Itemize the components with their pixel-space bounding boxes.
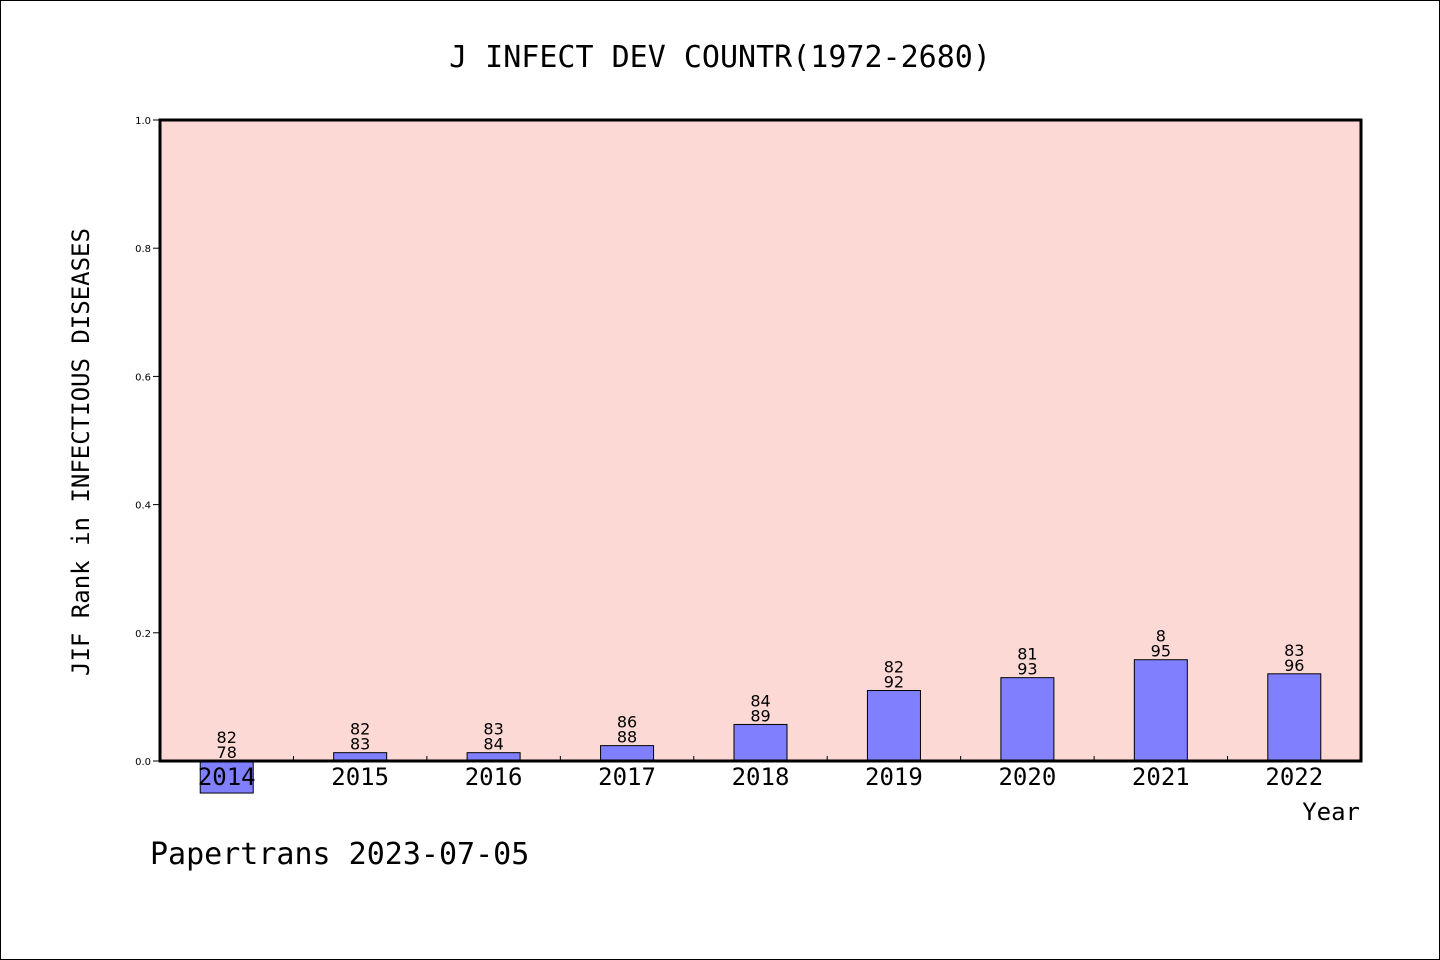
bar — [1000, 677, 1055, 762]
x-tick-label: 2020 — [998, 763, 1056, 791]
bar-label-upper: 8 — [1156, 627, 1166, 646]
bar-label-upper: 82 — [884, 657, 904, 676]
plot-area — [160, 120, 1361, 761]
bar-label-lower: 96 — [1284, 656, 1304, 675]
bar-label-upper: 83 — [483, 720, 503, 739]
bar-label-upper: 82 — [350, 720, 370, 739]
y-tick-label: 0.0 — [135, 757, 151, 768]
bar-label-lower: 78 — [217, 743, 237, 762]
x-axis: 2014 2015 2016 2017 2018 2019 2020 2021 2022 — [198, 756, 1323, 791]
bar — [1267, 673, 1322, 762]
bar-label-lower: 95 — [1151, 642, 1171, 661]
chart-title: J INFECT DEV COUNTR(1972-2680) — [449, 40, 991, 75]
watermark-text: Papertrans 2023-07-05 — [150, 837, 529, 872]
bar-label-upper: 82 — [217, 728, 237, 747]
x-tick-label: 2021 — [1132, 763, 1190, 791]
bar-label-lower: 88 — [617, 728, 637, 747]
bar — [600, 745, 655, 762]
x-tick-label: 2015 — [331, 763, 389, 791]
bar — [866, 689, 921, 762]
y-tick-label: 0.4 — [135, 501, 151, 512]
plot-frame — [158, 118, 1363, 763]
bar-label-upper: 86 — [617, 713, 637, 732]
x-tick-label: 2019 — [865, 763, 923, 791]
x-tick-label: 2018 — [732, 763, 790, 791]
bar — [199, 760, 254, 794]
y-tick-label: 0.8 — [135, 244, 151, 255]
x-tick-label: 2016 — [465, 763, 523, 791]
x-axis-label: Year — [1302, 798, 1360, 826]
bar-label-upper: 84 — [750, 691, 770, 710]
bar — [1133, 659, 1188, 762]
y-axis-label: JIF Rank in INFECTIOUS DISEASES — [67, 228, 95, 676]
y-tick-label: 0.2 — [135, 629, 151, 640]
x-tick-label: 2017 — [598, 763, 656, 791]
bar-label-upper: 83 — [1284, 641, 1304, 660]
bar-label-upper: 81 — [1017, 645, 1037, 664]
bar-label-lower: 83 — [350, 735, 370, 754]
x-tick-label: 2014 — [198, 763, 256, 791]
bar-label-lower: 89 — [750, 706, 770, 725]
bar-label-lower: 84 — [483, 735, 503, 754]
y-tick-label: 0.6 — [135, 372, 151, 383]
y-tick-label: 1.0 — [135, 116, 151, 127]
bar-label-lower: 93 — [1017, 660, 1037, 679]
bar — [733, 723, 788, 762]
bar-label-lower: 92 — [884, 672, 904, 691]
x-tick-label: 2022 — [1265, 763, 1323, 791]
